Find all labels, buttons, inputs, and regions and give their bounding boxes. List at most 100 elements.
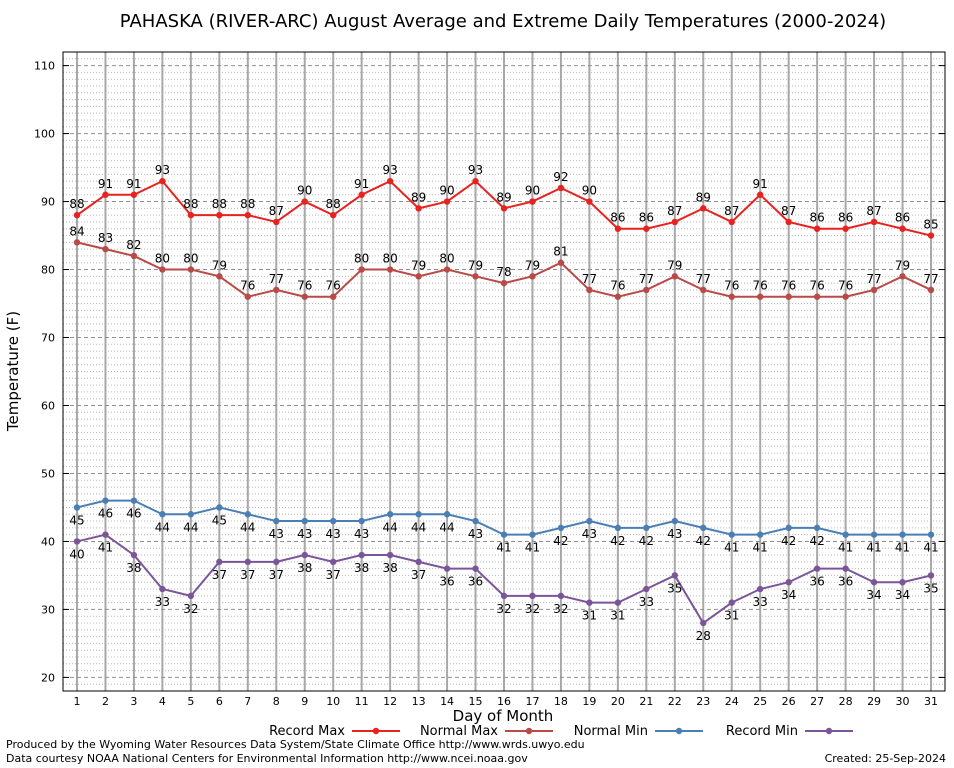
data-label: 88 xyxy=(212,197,227,211)
data-point xyxy=(216,273,223,280)
x-tick-label: 28 xyxy=(839,695,853,708)
data-label: 32 xyxy=(525,602,540,616)
data-label: 42 xyxy=(610,534,625,548)
x-tick-label: 12 xyxy=(383,695,397,708)
data-label: 41 xyxy=(923,541,938,555)
data-label: 85 xyxy=(923,218,938,232)
legend-marker xyxy=(675,727,683,735)
y-tick-label: 30 xyxy=(41,603,55,616)
data-point xyxy=(415,558,422,566)
data-label: 34 xyxy=(895,588,910,602)
data-label: 36 xyxy=(809,575,824,589)
data-label: 88 xyxy=(183,197,198,211)
data-point xyxy=(102,191,109,198)
data-label: 76 xyxy=(724,279,739,293)
data-point xyxy=(557,259,565,266)
data-point xyxy=(102,497,109,504)
data-label: 76 xyxy=(240,279,255,293)
data-point xyxy=(358,517,365,525)
data-label: 86 xyxy=(610,211,625,225)
data-label: 43 xyxy=(326,527,341,541)
data-point xyxy=(529,273,536,280)
data-point xyxy=(415,273,422,280)
data-point xyxy=(643,524,650,532)
data-point xyxy=(557,524,565,532)
legend-label: Record Max xyxy=(269,724,345,739)
legend-item: Normal Max xyxy=(420,724,553,739)
data-point xyxy=(643,286,650,294)
data-label: 40 xyxy=(69,547,84,561)
data-point xyxy=(244,558,251,566)
legend-label: Normal Max xyxy=(420,724,498,739)
data-label: 90 xyxy=(297,184,312,198)
data-point xyxy=(728,531,735,538)
data-label: 46 xyxy=(98,507,113,521)
data-label: 89 xyxy=(696,190,711,204)
x-tick-label: 25 xyxy=(753,695,767,708)
data-label: 90 xyxy=(439,184,454,198)
data-point xyxy=(870,531,878,538)
y-tick-label: 60 xyxy=(41,399,55,412)
data-point xyxy=(73,211,81,219)
data-label: 36 xyxy=(439,575,454,589)
data-point xyxy=(472,565,479,572)
data-point xyxy=(671,273,678,280)
data-point xyxy=(785,579,792,586)
data-point xyxy=(415,511,422,518)
data-point xyxy=(529,592,536,600)
data-point xyxy=(899,531,906,538)
data-point xyxy=(586,517,593,525)
data-label: 88 xyxy=(240,197,255,211)
data-label: 41 xyxy=(838,541,853,555)
data-point xyxy=(643,225,650,232)
data-label: 33 xyxy=(753,595,768,609)
data-label: 92 xyxy=(553,170,568,184)
plot-frame xyxy=(62,51,946,692)
data-point xyxy=(757,293,764,300)
data-label: 77 xyxy=(866,272,881,286)
data-label: 38 xyxy=(354,561,369,575)
data-point xyxy=(842,225,849,232)
data-point xyxy=(813,524,821,532)
data-point xyxy=(130,252,138,260)
data-label: 33 xyxy=(639,595,654,609)
data-point xyxy=(102,245,109,253)
data-label: 42 xyxy=(781,534,796,548)
data-label: 41 xyxy=(753,541,768,555)
data-point xyxy=(159,177,166,185)
x-tick-label: 16 xyxy=(497,695,511,708)
data-point xyxy=(73,239,81,246)
legend-label: Normal Min xyxy=(574,724,648,739)
data-point xyxy=(330,293,337,300)
data-point xyxy=(728,599,735,606)
data-point xyxy=(330,517,337,525)
data-point xyxy=(130,191,138,198)
legend-marker xyxy=(525,727,533,735)
data-point xyxy=(586,286,593,294)
x-tick-label: 1 xyxy=(74,695,81,708)
data-point xyxy=(813,293,821,300)
series-record-max: 88 91 91 93 88 88 88 87 90 88 91 93 89 90 93 89 90 92 90 86… xyxy=(69,163,939,239)
data-label: 41 xyxy=(98,541,113,555)
x-tick-label: 15 xyxy=(469,695,483,708)
data-point xyxy=(700,524,707,532)
x-axis-label: Day of Month xyxy=(453,707,554,725)
data-label: 38 xyxy=(297,561,312,575)
x-tick-label: 5 xyxy=(187,695,194,708)
data-label: 45 xyxy=(212,513,227,527)
data-label: 34 xyxy=(866,588,881,602)
data-label: 90 xyxy=(525,184,540,198)
data-label: 93 xyxy=(382,163,397,177)
data-point xyxy=(700,286,707,294)
data-point xyxy=(130,551,138,559)
data-point xyxy=(273,218,280,226)
data-label: 76 xyxy=(297,279,312,293)
y-tick-label: 70 xyxy=(41,332,55,345)
x-tick-label: 24 xyxy=(725,695,739,708)
data-point xyxy=(870,218,878,226)
legend-item: Normal Min xyxy=(574,724,703,739)
data-label: 76 xyxy=(326,279,341,293)
data-point xyxy=(842,293,849,300)
data-point xyxy=(273,286,280,294)
